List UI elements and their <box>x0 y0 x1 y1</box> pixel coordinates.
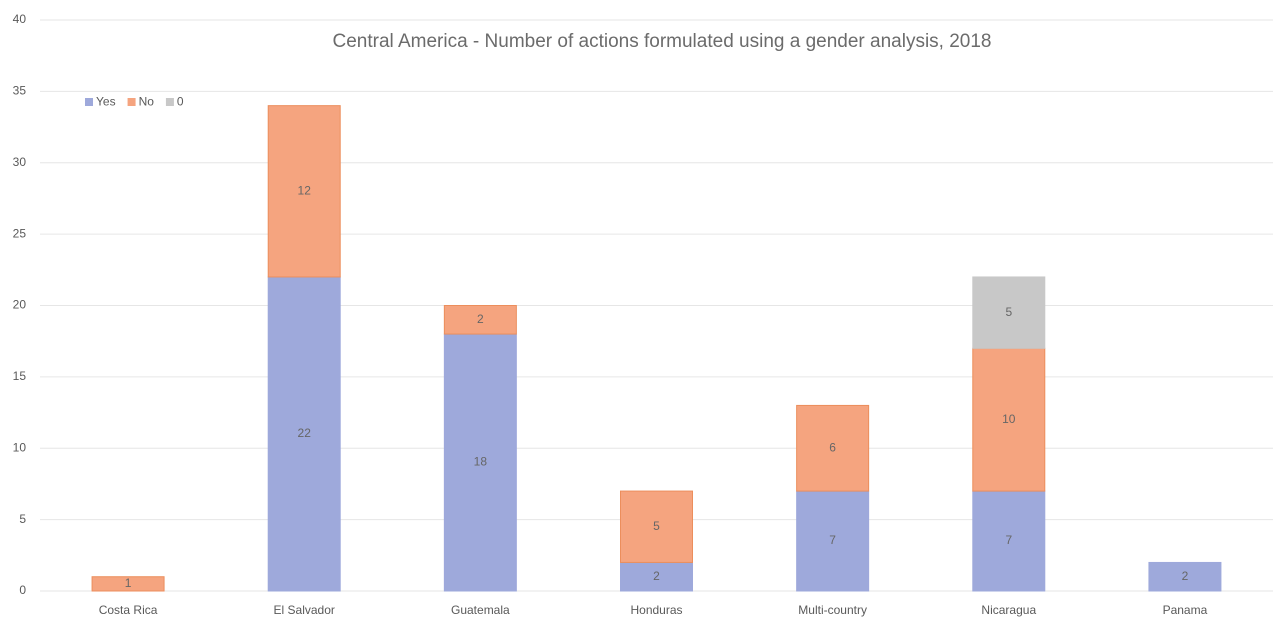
y-tick-label: 30 <box>13 155 27 169</box>
data-label: 6 <box>829 440 836 454</box>
bar-segment <box>620 490 693 563</box>
chart-title: Central America - Number of actions form… <box>332 31 991 52</box>
x-tick-label: Costa Rica <box>99 603 158 617</box>
bar-segment <box>267 105 341 278</box>
data-label: 12 <box>298 183 312 197</box>
legend-swatch <box>165 98 174 106</box>
x-tick-label: Panama <box>1163 603 1208 617</box>
legend-swatch <box>85 98 93 106</box>
bar-segment <box>796 490 870 592</box>
y-tick-label: 5 <box>19 512 26 526</box>
bar-segment <box>1148 561 1222 592</box>
legend-label: No <box>139 95 155 109</box>
y-tick-label: 20 <box>13 298 27 312</box>
legend-label: 0 <box>177 95 184 109</box>
bar-segment <box>972 276 1046 349</box>
y-tick-label: 35 <box>13 84 27 98</box>
data-label: 5 <box>1005 305 1012 319</box>
x-tick-label: Multi-country <box>798 603 867 617</box>
data-label: 10 <box>1002 412 1016 426</box>
bar-segment <box>620 561 693 592</box>
data-label: 7 <box>829 533 836 547</box>
bar-segment <box>267 276 341 592</box>
data-label: 2 <box>477 312 484 326</box>
bar-segment <box>443 305 517 335</box>
data-label: 18 <box>474 455 488 469</box>
data-label: 5 <box>653 519 660 533</box>
bar-segment <box>91 576 165 592</box>
y-tick-label: 40 <box>13 12 27 26</box>
y-tick-label: 0 <box>19 583 26 597</box>
x-tick-label: Guatemala <box>451 603 510 617</box>
x-tick-label: El Salvador <box>274 603 335 617</box>
data-label: 2 <box>653 569 660 583</box>
bar-segment <box>796 404 870 492</box>
data-label: 7 <box>1005 533 1012 547</box>
bar-segment <box>972 347 1046 492</box>
legend-label: Yes <box>96 95 116 109</box>
y-tick-label: 25 <box>13 226 27 240</box>
x-tick-label: Honduras <box>630 603 682 617</box>
data-label: 1 <box>125 576 132 590</box>
x-tick-label: Nicaragua <box>981 603 1036 617</box>
legend-swatch <box>127 98 136 106</box>
data-label: 22 <box>298 426 312 440</box>
data-label: 2 <box>1182 569 1189 583</box>
y-tick-label: 10 <box>13 440 27 454</box>
y-tick-label: 15 <box>13 369 27 383</box>
